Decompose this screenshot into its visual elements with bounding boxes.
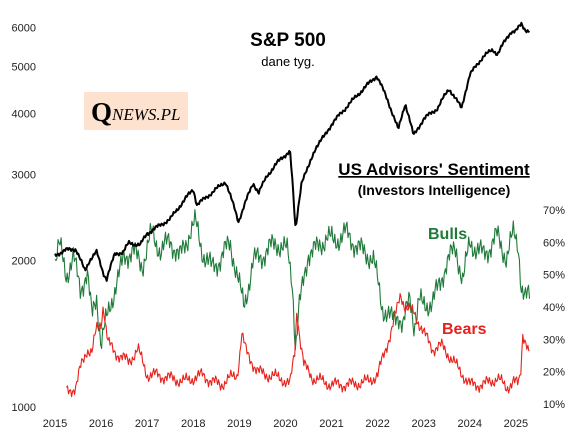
x-axis-tick-label: 2024 bbox=[458, 418, 482, 430]
logo-text: NEWS.PL bbox=[111, 105, 180, 124]
series-line-sp500 bbox=[54, 21, 531, 282]
left-axis-tick-label: 5000 bbox=[12, 61, 36, 73]
x-axis-tick-label: 2018 bbox=[181, 418, 205, 430]
right-axis-tick-label: 60% bbox=[543, 237, 565, 249]
chart-subtitle: dane tyg. bbox=[261, 54, 315, 69]
right-axis-ticks: 10% 20% 30% 40% 50% 60% 70% bbox=[543, 205, 565, 411]
x-axis-tick-label: 2021 bbox=[319, 418, 343, 430]
left-axis-tick-label: 6000 bbox=[12, 23, 36, 35]
x-axis-tick-label: 2023 bbox=[411, 418, 435, 430]
x-axis-tick-label: 2019 bbox=[227, 418, 251, 430]
series-line-bears bbox=[66, 293, 530, 398]
x-axis-tick-label: 2016 bbox=[89, 418, 113, 430]
left-axis-tick-label: 4000 bbox=[12, 109, 36, 121]
right-axis-tick-label: 20% bbox=[543, 367, 565, 379]
right-axis-tick-label: 50% bbox=[543, 270, 565, 282]
logo-badge bbox=[84, 92, 188, 130]
x-axis-tick-label: 2022 bbox=[365, 418, 389, 430]
left-axis-tick-label: 2000 bbox=[12, 255, 36, 267]
sentiment-subtitle: (Investors Intelligence) bbox=[358, 182, 510, 198]
x-axis-tick-label: 2017 bbox=[135, 418, 159, 430]
series-label-bulls: Bulls bbox=[428, 226, 467, 243]
right-axis-tick-label: 40% bbox=[543, 302, 565, 314]
logo: Q NEWS.PL bbox=[84, 92, 188, 130]
x-axis-tick-label: 2020 bbox=[273, 418, 297, 430]
left-axis-tick-label: 1000 bbox=[12, 402, 36, 414]
right-axis-tick-label: 30% bbox=[543, 334, 565, 346]
right-axis-tick-label: 70% bbox=[543, 205, 565, 217]
logo-letter: Q bbox=[91, 97, 112, 127]
sentiment-title: US Advisors' Sentiment bbox=[338, 160, 530, 179]
left-axis-ticks: 1000 2000 3000 4000 5000 6000 bbox=[12, 23, 36, 414]
right-axis-tick-label: 10% bbox=[543, 399, 565, 411]
x-axis-ticks: 2015 2016 2017 2018 2019 2020 2021 2022 2023 2024… bbox=[43, 418, 528, 430]
x-axis-tick-label: 2025 bbox=[504, 418, 528, 430]
left-axis-tick-label: 3000 bbox=[12, 169, 36, 181]
x-axis-tick-label: 2015 bbox=[43, 418, 67, 430]
series-label-bears: Bears bbox=[442, 321, 487, 338]
chart-title: S&P 500 bbox=[250, 30, 326, 51]
series-line-bulls bbox=[54, 209, 531, 351]
